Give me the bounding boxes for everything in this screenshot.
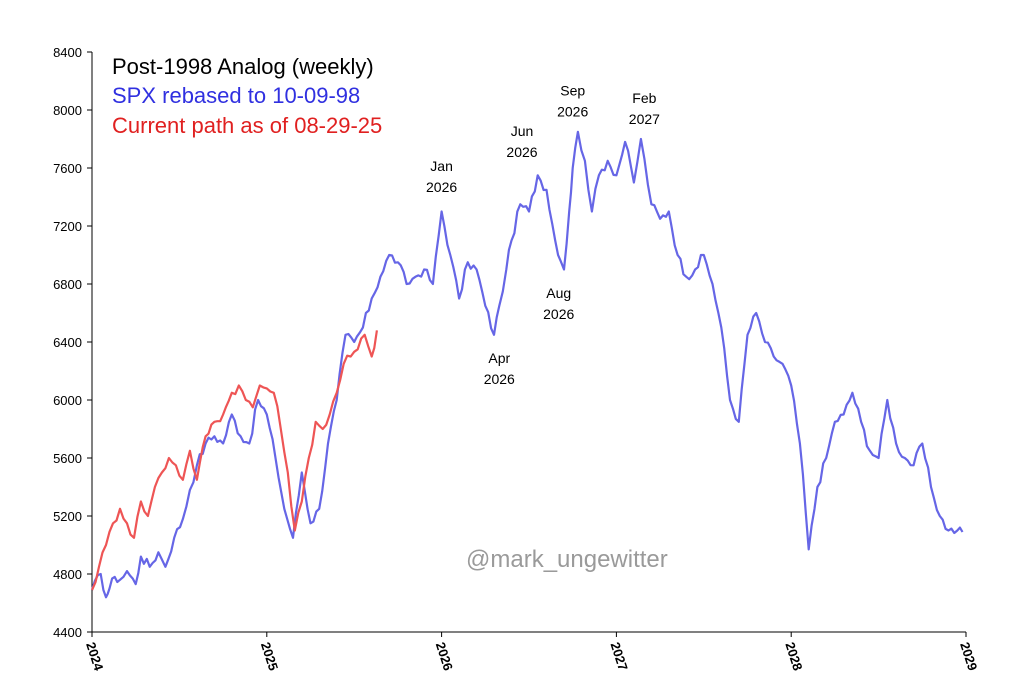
annotation-label: 2026: [557, 104, 588, 120]
annotation-label: Jun: [511, 123, 534, 139]
annotation-label: Apr: [488, 350, 510, 366]
x-tick-label: 2025: [258, 640, 281, 672]
annotation-label: 2026: [426, 179, 457, 195]
annotation-label: 2026: [506, 144, 537, 160]
annotation-layer: Jan 2026 Apr 2026 Jun 2026 Aug 2026 Sep 2026 Feb 20…: [426, 83, 660, 388]
y-tick-label: 7200: [53, 219, 82, 234]
watermark: @mark_ungewitter: [466, 546, 668, 573]
annotation-label: Feb: [632, 90, 656, 106]
legend: Post-1998 Analog (weekly) SPX rebased to…: [112, 54, 382, 138]
annotation-label: 2027: [629, 111, 660, 127]
series-line-0: [90, 130, 964, 599]
y-tick-label: 6800: [53, 277, 82, 292]
legend-current-path: Current path as of 08-29-25: [112, 113, 382, 138]
axes: 4400 4800 5200 5600 6000 6400 6800 7200 7600 8000…: [53, 45, 980, 673]
annotation-label: Jan: [430, 158, 453, 174]
annotation-label: Aug: [546, 285, 571, 301]
x-tick-label: 2026: [433, 640, 456, 672]
x-tick-label: 2029: [957, 640, 980, 672]
y-tick-label: 5600: [53, 451, 82, 466]
x-tick-label: 2027: [608, 640, 631, 672]
y-tick-label: 5200: [53, 509, 82, 524]
series-layer: [90, 130, 964, 599]
y-tick-label: 4800: [53, 567, 82, 582]
y-tick-label: 4400: [53, 625, 82, 640]
y-tick-label: 8000: [53, 103, 82, 118]
y-tick-label: 6400: [53, 335, 82, 350]
annotation-label: 2026: [543, 306, 574, 322]
y-tick-label: 6000: [53, 393, 82, 408]
legend-title: Post-1998 Analog (weekly): [112, 54, 374, 79]
y-tick-label: 7600: [53, 161, 82, 176]
annotation-label: 2026: [484, 371, 515, 387]
annotation-label: Sep: [560, 83, 585, 99]
legend-spx: SPX rebased to 10-09-98: [112, 83, 360, 108]
series-line-1: [90, 330, 378, 591]
x-tick-label: 2028: [782, 640, 805, 672]
y-tick-label: 8400: [53, 45, 82, 60]
x-tick-label: 2024: [83, 640, 106, 673]
